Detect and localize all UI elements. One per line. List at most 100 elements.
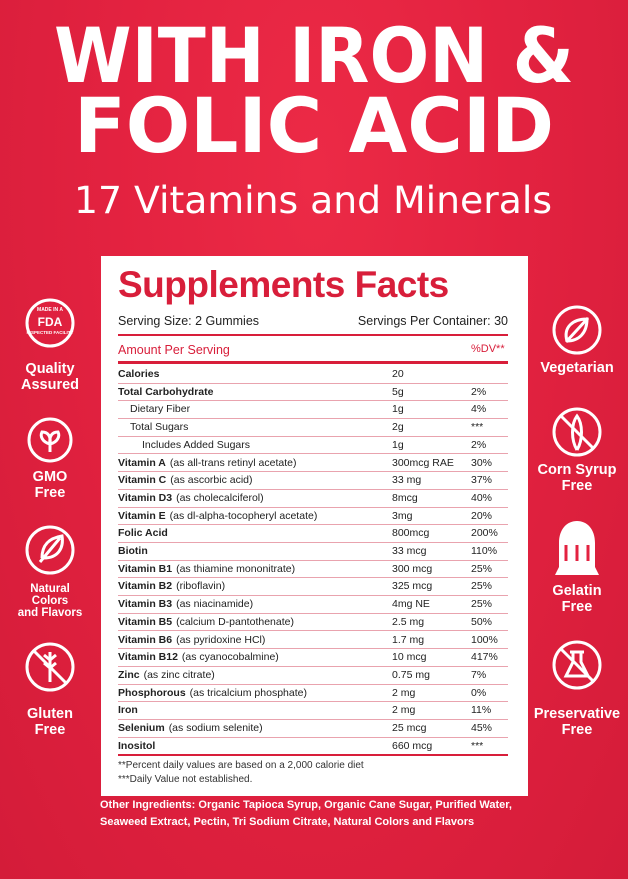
badge-line: and Flavors — [17, 607, 83, 619]
nutrient-note: (as dl-alpha-tocopheryl acetate) — [169, 509, 318, 522]
nutrient-note: (riboflavin) — [176, 580, 226, 593]
nutrient-name: Calories — [118, 368, 160, 380]
nutrient-label: Vitamin B2 (riboflavin) — [118, 580, 225, 592]
daily-value: 2% — [471, 438, 487, 451]
other-ingredients: Seaweed Extract, Pectin, Tri Sodium Citr… — [100, 816, 475, 828]
daily-value: *** — [471, 421, 484, 434]
badge-line: Free — [34, 721, 66, 738]
nutrient-label: Vitamin B5 (calcium D-pantothenate) — [118, 616, 294, 628]
vegetarian-icon — [552, 305, 602, 355]
badge-label: Preservative Free — [517, 706, 628, 738]
amount: 4mg NE — [392, 598, 430, 611]
amount: 2 mg — [392, 704, 416, 717]
amount: 8mcg — [392, 491, 418, 504]
headline-line: WITH IRON & — [54, 11, 574, 100]
nutrient-label: Vitamin B3 (as niacinamide) — [118, 598, 253, 610]
facts-row: Vitamin A (as all-trans retinyl acetate) 3… — [118, 454, 508, 473]
nutrient-name: Includes Added Sugars — [142, 438, 250, 451]
fda-text: MADE IN A — [37, 307, 63, 313]
amount: 5g — [392, 385, 404, 398]
nutrient-name: Vitamin B6 — [118, 633, 173, 646]
nutrient-name: Dietary Fiber — [130, 403, 191, 416]
divider — [118, 361, 508, 364]
badge-line: Free — [561, 477, 593, 494]
nutrient-name: Vitamin A — [118, 456, 166, 469]
badge-label: Corn Syrup Free — [517, 462, 628, 494]
badge-line: Preservative — [533, 706, 621, 722]
amount: 800mcg — [392, 527, 430, 540]
natural-leaf — [38, 534, 64, 563]
fda-text: FDA — [38, 315, 63, 329]
fda-icon — [25, 298, 75, 348]
daily-value: 100% — [471, 633, 498, 646]
amount: 1g — [392, 438, 404, 451]
amount: 0.75 mg — [392, 668, 430, 681]
facts-row: Folic Acid 800mcg 200% — [118, 524, 508, 543]
badge-label: Gluten Free — [0, 706, 110, 738]
facts-row: Vitamin B2 (riboflavin) 325 mcg 25% — [118, 577, 508, 597]
daily-value: 0% — [471, 686, 487, 699]
facts-row: Selenium (as sodium selenite) 25 mcg 45% — [118, 719, 508, 738]
daily-value: 200% — [471, 527, 498, 540]
footnote: **Percent daily values are based on a 2,… — [118, 760, 364, 772]
amount: 300 mcg — [392, 562, 433, 575]
facts-row: Phosphorous (as tricalcium phosphate) 2 mg… — [118, 684, 508, 703]
nutrient-label: Vitamin B6 (as pyridoxine HCl) — [118, 634, 265, 646]
amount: 33 mg — [392, 474, 422, 487]
facts-row: Dietary Fiber 1g 4% — [118, 400, 508, 420]
facts-row: Vitamin B12 (as cyanocobalmine) 10 mcg 417% — [118, 648, 508, 667]
nutrient-label: Selenium (as sodium selenite) — [118, 722, 263, 734]
nutrient-name: Biotin — [118, 545, 148, 557]
corn-icon — [552, 407, 602, 457]
amount: 25 mcg — [392, 722, 427, 734]
nutrient-name: Vitamin B5 — [118, 615, 173, 628]
vegetarian-leaf — [564, 316, 590, 344]
serving-size: Serving Size: 2 Gummies — [118, 314, 260, 328]
amount: 660 mcg — [392, 739, 433, 752]
nutrient-name: Folic Acid — [118, 527, 168, 540]
nutrient-name: Vitamin D3 — [118, 491, 173, 504]
facts-row: Vitamin C (as ascorbic acid) 33 mg 37% — [118, 471, 508, 490]
amount: 2 mg — [392, 686, 416, 699]
daily-value: 20% — [471, 509, 493, 522]
facts-panel: Supplements Facts Serving Size: 2 Gummies… — [101, 256, 528, 796]
badge-label: GMO Free — [0, 469, 110, 501]
facts-row: Zinc (as zinc citrate) 0.75 mg 7% — [118, 666, 508, 685]
facts-row: Vitamin B6 (as pyridoxine HCl) 1.7 mg 100% — [118, 631, 508, 650]
corn-cob — [559, 413, 595, 451]
badge-line: Assured — [20, 376, 80, 393]
badge-line: Free — [561, 598, 593, 615]
daily-value: 37% — [471, 474, 493, 487]
amount: 10 mcg — [392, 651, 427, 664]
facts-row: Vitamin E (as dl-alpha-tocopheryl acetate… — [118, 507, 508, 526]
nutrient-note: (as all-trans retinyl acetate) — [169, 456, 297, 469]
nutrient-name: Total Carbohydrate — [118, 385, 214, 398]
nutrient-note: (as sodium selenite) — [168, 722, 263, 734]
facts-row: Total Sugars 2g *** — [118, 418, 508, 437]
daily-value: 50% — [471, 615, 493, 628]
badge-label: Quality Assured — [0, 361, 110, 393]
subtitle: 17 Vitamins and Minerals — [74, 179, 552, 222]
nutrient-name: Vitamin B2 — [118, 580, 173, 593]
facts-title: Supplements Facts — [118, 264, 449, 305]
nutrient-label: Vitamin C (as ascorbic acid) — [118, 474, 253, 486]
daily-value: 40% — [471, 491, 493, 504]
amount: 2.5 mg — [392, 615, 425, 628]
nutrient-name: Total Sugars — [130, 421, 189, 434]
badge-line: Free — [561, 721, 593, 738]
amount: 2g — [392, 421, 404, 434]
nutrient-note: (as pyridoxine HCl) — [176, 633, 266, 646]
facts-row: Vitamin B3 (as niacinamide) 4mg NE 25% — [118, 595, 508, 614]
daily-value: 45% — [471, 722, 493, 734]
facts-row: Calories 20 — [118, 365, 508, 384]
headline-line: FOLIC ACID — [74, 81, 554, 170]
nutrient-note: (as tricalcium phosphate) — [189, 686, 307, 699]
gelatin-stripes — [564, 545, 590, 561]
nutrient-note: (as zinc citrate) — [143, 668, 215, 681]
amount: 300mcg RAE — [392, 456, 454, 469]
nutrient-name: Phosphorous — [118, 686, 186, 699]
nutrient-name: Vitamin B12 — [118, 651, 178, 664]
badge-line: GMO — [32, 469, 68, 485]
amount-header: Amount Per Serving — [118, 343, 230, 357]
badge-label: Natural Colors and Flavors — [0, 583, 110, 619]
